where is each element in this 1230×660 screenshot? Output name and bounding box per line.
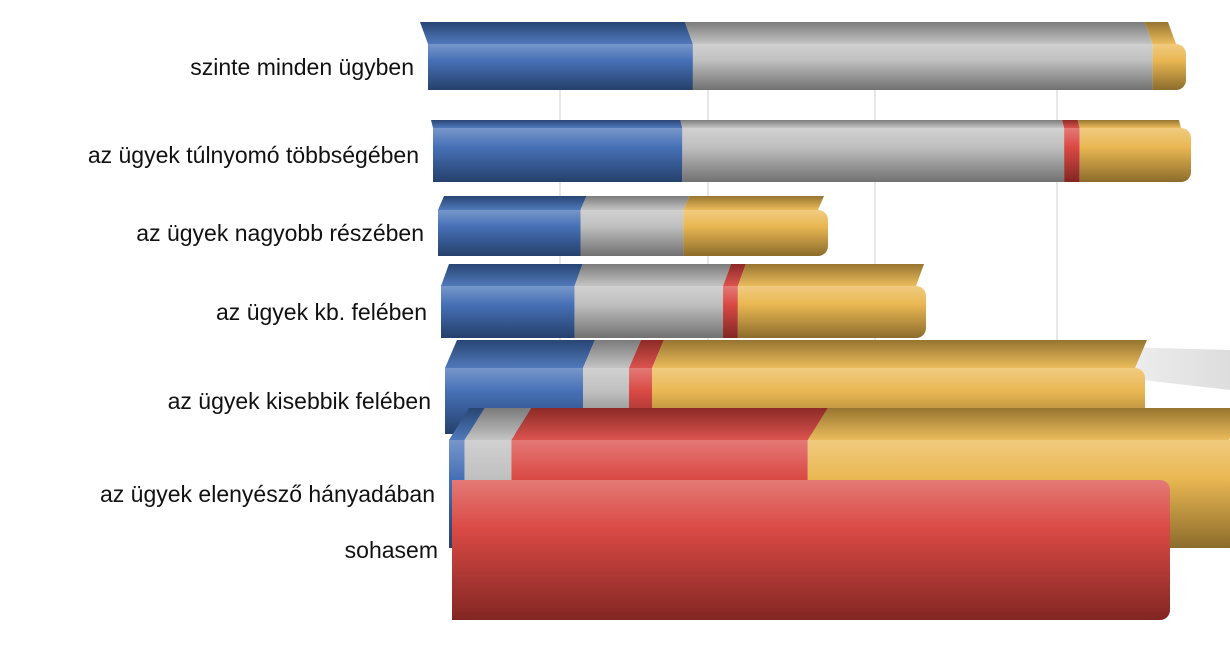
category-label: az ügyek túlnyomó többségében [88,142,419,168]
category-label: az ügyek nagyobb részében [136,220,424,246]
bar-top-face [445,340,595,368]
category-label: az ügyek elenyésző hányadában [100,481,435,507]
bar-top-face [580,196,690,210]
category-label: szinte minden ügyben [190,54,414,80]
bar-segment [723,286,738,338]
bar-top-face [511,408,828,440]
bar-top-face [449,408,485,440]
bar-top-face [629,340,664,368]
bar-segment [580,210,684,256]
category-label: az ügyek kisebbik felében [168,388,431,414]
bar-end-cap [902,286,926,338]
bar-segment [737,286,916,338]
bar-top-face [420,22,693,44]
bar-top-face [684,22,1153,44]
bar-top-face [807,408,1230,440]
bar-segment [438,210,581,256]
bar-top-face [441,264,583,286]
bar-top-face [1062,120,1080,128]
bar-top-face [1077,120,1181,128]
bar-top-face [1144,22,1176,44]
bar-end-cap [1215,440,1230,548]
bar-top-face [723,264,746,286]
bars-layer [420,22,1230,620]
bar-top-face [683,196,824,210]
category-label: az ügyek kb. felében [216,299,427,325]
bar-segment [682,128,1065,182]
bar-end-cap [804,210,828,256]
bar-top-face [438,196,587,210]
bar-end-cap [1146,480,1170,620]
bar-end-cap [1162,44,1186,90]
bar-top-face [464,408,532,440]
bar-top-face [652,340,1147,368]
bar-segment [452,480,1160,620]
bar-segment [1064,128,1080,182]
category-labels: szinte minden ügyben az ügyek túlnyomó tö… [88,54,438,563]
bar-top-face [583,340,641,368]
bar-segment [441,286,575,338]
bar-segment [683,210,818,256]
bar-segment [692,44,1153,90]
bar-segment [1079,128,1181,182]
bar-top-face [737,264,924,286]
bar-segment [433,128,683,182]
bar-segment [574,286,724,338]
bar-end-cap [1167,128,1191,182]
bar-top-face [574,264,732,286]
bar-top-face [431,120,683,128]
bar-segment [428,44,693,90]
bar-top-face [680,120,1065,128]
category-label: sohasem [345,537,438,563]
